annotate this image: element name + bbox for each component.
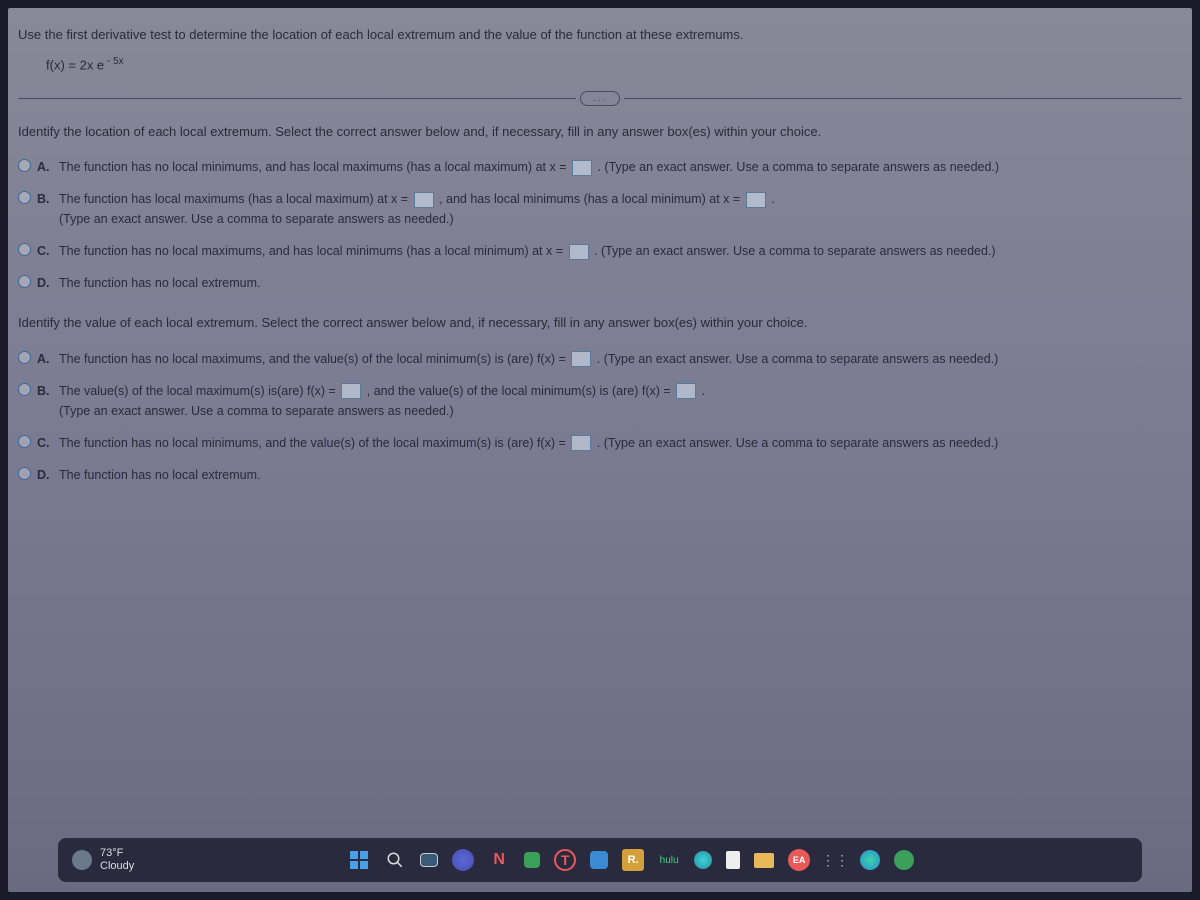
formula-base: f(x) = 2x e [46, 58, 104, 73]
search-icon[interactable] [384, 849, 406, 871]
app-hulu-icon[interactable]: hulu [658, 849, 680, 871]
option-text: The function has no local minimums, and … [59, 157, 1182, 177]
app-t-icon[interactable]: T [554, 849, 576, 871]
app-document-icon[interactable] [726, 851, 740, 869]
radio-1a[interactable] [18, 159, 31, 172]
monitor-frame: Use the first derivative test to determi… [0, 0, 1200, 900]
option-letter: A. [37, 349, 53, 369]
app-xbox-icon[interactable] [894, 850, 914, 870]
option-text: The value(s) of the local maximum(s) is(… [59, 381, 1182, 421]
option-letter: D. [37, 465, 53, 485]
answer-box-1b-2[interactable] [746, 192, 766, 208]
app-edge-icon[interactable] [860, 850, 880, 870]
option-1c[interactable]: C. The function has no local maximums, a… [18, 235, 1182, 267]
option-letter: A. [37, 157, 53, 177]
option-text: The function has no local maximums, and … [59, 349, 1182, 369]
option-2c[interactable]: C. The function has no local minimums, a… [18, 427, 1182, 459]
weather-temp: 73°F [100, 847, 134, 860]
task-view-icon[interactable] [420, 853, 438, 867]
weather-condition: Cloudy [100, 860, 134, 873]
divider: ... [18, 91, 1182, 106]
app-ea-icon[interactable]: EA [788, 849, 810, 871]
radio-2d[interactable] [18, 467, 31, 480]
answer-box-1c[interactable] [569, 244, 589, 260]
app-r-icon[interactable]: R. [622, 849, 644, 871]
option-text: The function has no local extremum. [59, 273, 1182, 293]
taskbar: 73°F Cloudy N T R. hulu [58, 838, 1142, 882]
option-letter: B. [37, 189, 53, 209]
answer-box-2a[interactable] [571, 351, 591, 367]
option-letter: C. [37, 241, 53, 261]
option-letter: B. [37, 381, 53, 401]
divider-line-left [18, 98, 576, 99]
file-explorer-icon[interactable] [754, 853, 774, 868]
app-n-icon[interactable]: N [488, 849, 510, 871]
option-text: The function has no local maximums, and … [59, 241, 1182, 261]
app-spiral-icon[interactable] [694, 851, 712, 869]
screen: Use the first derivative test to determi… [8, 8, 1192, 892]
formula: f(x) = 2x e - 5x [46, 56, 1182, 72]
taskbar-center: N T R. hulu EA ⋮⋮ [348, 849, 914, 871]
divider-pill[interactable]: ... [580, 91, 620, 106]
answer-box-1a[interactable] [572, 160, 592, 176]
radio-1b[interactable] [18, 191, 31, 204]
app-vscode-icon[interactable] [590, 851, 608, 869]
option-2b[interactable]: B. The value(s) of the local maximum(s) … [18, 375, 1182, 427]
content-area: Use the first derivative test to determi… [8, 8, 1192, 842]
app-dots-icon[interactable]: ⋮⋮ [824, 849, 846, 871]
option-text: The function has no local minimums, and … [59, 433, 1182, 453]
app-green-icon[interactable] [524, 852, 540, 868]
option-text: The function has no local extremum. [59, 465, 1182, 485]
question-prompt: Use the first derivative test to determi… [18, 26, 1182, 44]
option-2a[interactable]: A. The function has no local maximums, a… [18, 343, 1182, 375]
option-letter: D. [37, 273, 53, 293]
weather-widget[interactable]: 73°F Cloudy [72, 847, 134, 873]
answer-box-2c[interactable] [571, 435, 591, 451]
cloud-icon [72, 850, 92, 870]
option-text: The function has local maximums (has a l… [59, 189, 1182, 229]
option-1a[interactable]: A. The function has no local minimums, a… [18, 151, 1182, 183]
answer-box-1b-1[interactable] [414, 192, 434, 208]
radio-2b[interactable] [18, 383, 31, 396]
radio-1d[interactable] [18, 275, 31, 288]
answer-box-2b-2[interactable] [676, 383, 696, 399]
answer-box-2b-1[interactable] [341, 383, 361, 399]
radio-1c[interactable] [18, 243, 31, 256]
formula-exponent: - 5x [104, 56, 123, 67]
section2-prompt: Identify the value of each local extremu… [18, 313, 1182, 333]
radio-2c[interactable] [18, 435, 31, 448]
app-chat-icon[interactable] [452, 849, 474, 871]
windows-start-icon[interactable] [348, 849, 370, 871]
option-1d[interactable]: D. The function has no local extremum. [18, 267, 1182, 299]
section1-prompt: Identify the location of each local extr… [18, 122, 1182, 142]
radio-2a[interactable] [18, 351, 31, 364]
option-letter: C. [37, 433, 53, 453]
divider-line-right [624, 98, 1182, 99]
option-1b[interactable]: B. The function has local maximums (has … [18, 183, 1182, 235]
option-2d[interactable]: D. The function has no local extremum. [18, 459, 1182, 491]
